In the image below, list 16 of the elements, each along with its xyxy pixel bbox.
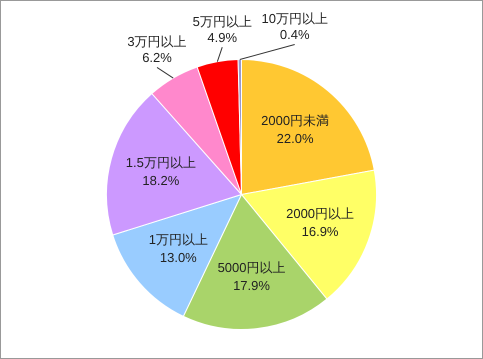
slice-label: 5000円以上 — [218, 260, 286, 276]
slice-label: 5万円以上 — [192, 14, 252, 29]
data-label: 18.2% — [142, 172, 180, 188]
data-label: 16.9% — [302, 224, 339, 239]
data-label: 17.9% — [233, 278, 270, 294]
data-label: 13.0% — [160, 250, 198, 265]
slice-label: 2000円未満 — [261, 112, 330, 128]
data-label: 4.9% — [207, 30, 238, 45]
data-label: 22.0% — [276, 130, 314, 146]
slice-label: 2000円以上 — [286, 206, 354, 221]
data-label: 0.4% — [280, 27, 310, 42]
data-label: 6.2% — [142, 50, 172, 66]
slice-label: 3万円以上 — [127, 34, 187, 50]
slice-label: 10万円以上 — [261, 11, 328, 26]
slice-label: 1万円以上 — [148, 232, 208, 247]
slice-label: 1.5万円以上 — [126, 154, 196, 170]
